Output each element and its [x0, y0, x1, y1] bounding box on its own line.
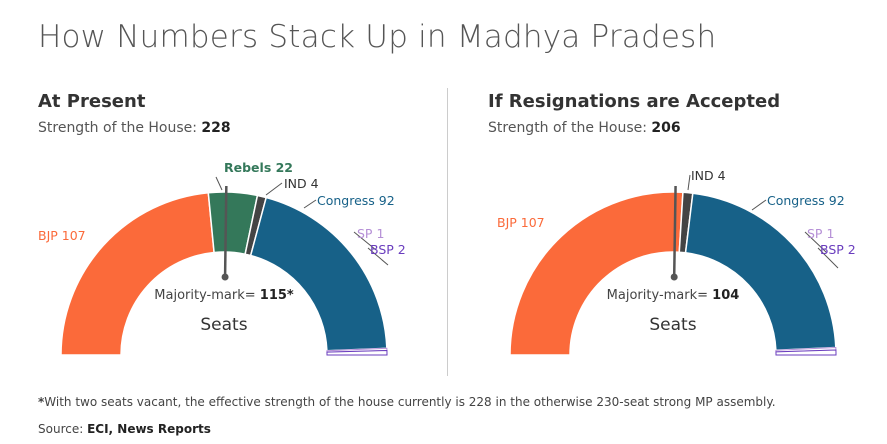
leader-line-bsp [367, 247, 389, 266]
majority-marker-line [223, 185, 228, 278]
strength-value: 206 [651, 120, 681, 136]
majority-marker-dot [670, 273, 678, 281]
leader-line-rebels [215, 176, 223, 191]
label-ind: IND 4 [691, 168, 726, 183]
segment-bjp [60, 191, 215, 356]
majority-mark-text: Majority-mark= 115* [154, 288, 294, 303]
label-bsp: BSP 2 [820, 242, 856, 257]
majority-mark-value: 104 [712, 288, 739, 303]
majority-mark-value: 115* [260, 288, 294, 303]
label-bjp: BJP 107 [38, 228, 86, 243]
leader-line-ind [265, 182, 283, 196]
panel-subtitle-present: Strength of the House: 228 [38, 120, 231, 136]
panel-divider [447, 88, 448, 376]
strength-label: Strength of the House: [488, 120, 652, 136]
majority-mark-label: Majority-mark= [607, 288, 713, 303]
leader-line-sp [804, 231, 827, 253]
source-value: ECI, News Reports [87, 422, 211, 436]
segment-congress [684, 192, 837, 352]
segment-bjp [509, 191, 684, 356]
label-sp: SP 1 [807, 226, 834, 241]
label-bsp: BSP 2 [370, 242, 406, 257]
strength-value: 228 [201, 120, 231, 136]
segment-bsp [326, 349, 388, 356]
footnote-star: * [38, 395, 45, 409]
page-title: How Numbers Stack Up in Madhya Pradesh [38, 19, 717, 55]
label-bjp: BJP 107 [497, 215, 545, 230]
majority-mark-label: Majority-mark= [154, 288, 260, 303]
leader-line-ind [687, 174, 691, 191]
leader-line-congress [303, 199, 317, 209]
center-label-seats: Seats [200, 315, 247, 335]
label-rebels: Rebels 22 [224, 160, 293, 175]
segment-congress [249, 196, 388, 352]
panel-title-resignations: If Resignations are Accepted [488, 91, 781, 112]
footnote-text: With two seats vacant, the effective str… [44, 395, 776, 409]
strength-label: Strength of the House: [38, 120, 202, 136]
leader-line-bsp [817, 247, 839, 269]
leader-line-sp [353, 231, 377, 251]
majority-marker-dot [221, 273, 229, 281]
source-label: Source: [38, 422, 88, 436]
majority-marker-line [672, 186, 677, 278]
footnote: *With two seats vacant, the effective st… [38, 395, 776, 409]
segment-bsp [775, 349, 837, 356]
label-congress: Congress 92 [317, 193, 395, 208]
panel-title-present: At Present [38, 91, 146, 112]
label-ind: IND 4 [284, 176, 319, 191]
label-congress: Congress 92 [767, 193, 845, 208]
panel-subtitle-resignations: Strength of the House: 206 [488, 120, 681, 136]
majority-mark-text: Majority-mark= 104 [607, 288, 740, 303]
center-label-seats: Seats [649, 315, 696, 335]
label-sp: SP 1 [357, 226, 384, 241]
source-line: Source: ECI, News Reports [38, 422, 211, 436]
leader-line-congress [751, 199, 767, 211]
